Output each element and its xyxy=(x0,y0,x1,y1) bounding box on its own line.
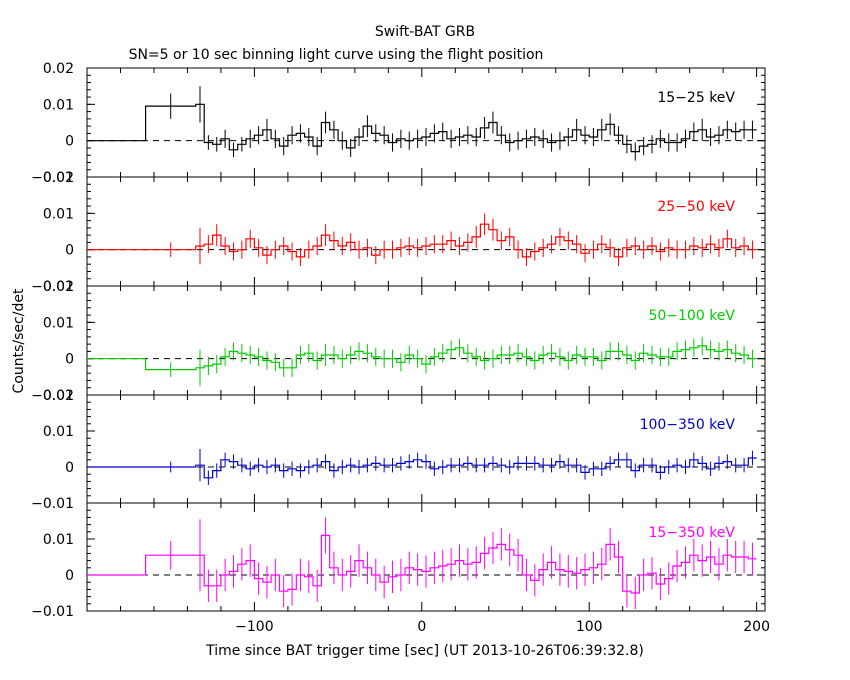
y-tick-label: 0 xyxy=(65,460,74,476)
y-tick-label: −0.01 xyxy=(31,170,74,186)
y-tick-label: 0.01 xyxy=(43,315,74,331)
band-label: 100−350 keV xyxy=(640,417,736,433)
series-100-350-kev-step-line xyxy=(87,457,757,479)
series-15-25-kev-step-line xyxy=(87,103,757,153)
y-tick-label: 0 xyxy=(65,352,74,368)
panel-frame xyxy=(86,394,766,504)
panel-frame xyxy=(86,502,766,612)
y-tick-label: 0.01 xyxy=(43,532,74,548)
panel-frame xyxy=(86,67,766,178)
series-25-50-kev-step-line xyxy=(87,223,757,258)
panel-50-100-kev: −0.01 0 0.01 0.02 50−100 keV xyxy=(31,279,766,404)
y-tick-label: 0.01 xyxy=(43,97,74,113)
band-label: 15−350 keV xyxy=(648,525,735,541)
y-axis-label: Counts/sec/det xyxy=(11,288,27,393)
x-tick-label: 100 xyxy=(576,619,603,635)
x-tick-label: −100 xyxy=(235,619,273,635)
y-tick-label: −0.01 xyxy=(31,279,74,295)
y-tick-label: 0.02 xyxy=(43,388,74,404)
y-tick-label: 0.01 xyxy=(43,424,74,440)
x-tick-label: 0 xyxy=(417,619,426,635)
chart-subtitle: SN=5 or 10 sec binning light curve using… xyxy=(129,47,544,63)
y-tick-label: 0 xyxy=(65,243,74,259)
panels-group: −0.01 0 0.01 0.02 15−25 keV −0.01 0 0.01 0.02 25−… xyxy=(31,61,770,635)
y-tick-label: 0.02 xyxy=(43,279,74,295)
band-label: 25−50 keV xyxy=(657,199,735,215)
y-tick-label: 0.01 xyxy=(43,206,74,222)
y-tick-label: −0.01 xyxy=(31,604,74,620)
panel-frame xyxy=(86,176,766,287)
y-tick-label: 0.02 xyxy=(43,170,74,186)
band-label: 50−100 keV xyxy=(648,308,735,324)
y-tick-label: −0.01 xyxy=(31,388,74,404)
y-tick-label: 0 xyxy=(65,568,74,584)
x-axis-label: Time since BAT trigger time [sec] (UT 20… xyxy=(205,643,644,659)
y-tick-label: 0.02 xyxy=(43,61,74,77)
panel-15-25-kev: −0.01 0 0.01 0.02 15−25 keV xyxy=(31,61,766,186)
panel-100-350-kev: −0.01 0 0.01 0.02 100−350 keV xyxy=(31,388,766,512)
y-tick-label: −0.01 xyxy=(31,496,74,512)
chart-title: Swift-BAT GRB xyxy=(375,24,475,40)
series-50-100-kev-step-line xyxy=(87,345,757,371)
series-15-350-kev-step-line xyxy=(87,534,757,594)
band-label: 15−25 keV xyxy=(657,90,735,106)
panel-25-50-kev: −0.01 0 0.01 0.02 25−50 keV xyxy=(31,170,766,295)
y-tick-label: 0 xyxy=(65,134,74,150)
x-tick-label: 200 xyxy=(743,619,770,635)
panel-frame xyxy=(86,285,766,396)
panel-15-350-kev: −0.01 0 0.01 15−350 keV −100 0 100 200 xyxy=(31,502,770,635)
